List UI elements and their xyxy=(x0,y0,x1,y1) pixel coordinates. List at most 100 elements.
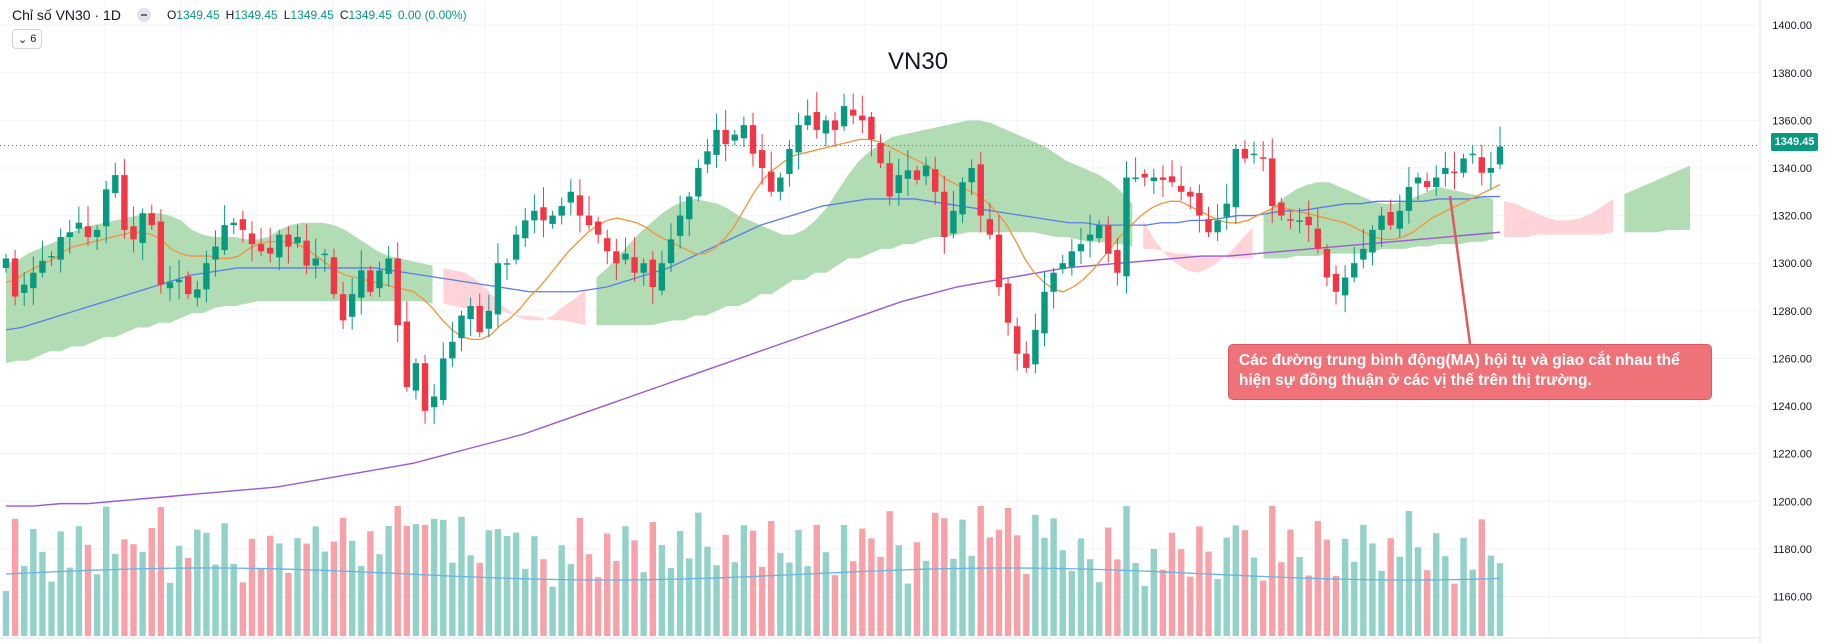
volume-bar xyxy=(93,574,101,636)
volume-bar xyxy=(704,546,711,636)
volume-bar xyxy=(695,512,702,636)
volume-bar xyxy=(731,562,738,636)
volume-bar xyxy=(1387,538,1394,636)
symbol-label[interactable]: Chỉ số VN30 · 1D xyxy=(12,7,121,23)
y-axis-tick-label: 1180.00 xyxy=(1773,544,1812,556)
candle-down xyxy=(11,258,19,297)
candle-up xyxy=(1068,251,1076,267)
candle-up xyxy=(230,222,237,226)
volume-bar xyxy=(1196,526,1203,636)
candle-up xyxy=(1123,177,1130,277)
volume-bar xyxy=(303,543,310,636)
volume-bar xyxy=(950,558,957,636)
volume-bar xyxy=(1050,518,1057,636)
y-axis-tick-label: 1280.00 xyxy=(1772,306,1812,318)
volume-bar xyxy=(1451,583,1458,636)
volume-bar xyxy=(376,554,383,636)
volume-bar xyxy=(1223,537,1230,636)
volume-bar xyxy=(749,530,757,636)
volume-bar xyxy=(485,530,493,636)
candle-down xyxy=(1177,185,1185,192)
y-axis-tick-label: 1360.00 xyxy=(1772,115,1812,127)
volume-bar xyxy=(995,529,1003,636)
volume-bar xyxy=(667,568,675,636)
volume-bar xyxy=(604,533,611,636)
candle-down xyxy=(394,258,401,326)
candle-up xyxy=(1460,158,1467,173)
ma-short-line xyxy=(5,138,1501,341)
candle-up xyxy=(2,258,10,268)
candle-up xyxy=(922,165,930,177)
volume-bar xyxy=(39,552,46,636)
volume-bar xyxy=(512,532,520,636)
volume-bar xyxy=(658,545,666,636)
volume-bar xyxy=(640,572,647,636)
candle-up xyxy=(139,213,146,243)
volume-bar xyxy=(913,542,921,636)
volume-bar xyxy=(294,538,301,636)
volume-bar xyxy=(1023,573,1030,636)
volume-bar xyxy=(567,563,575,636)
candle-up xyxy=(740,125,748,139)
candle-down xyxy=(148,213,155,226)
candle-down xyxy=(266,247,274,254)
candle-down xyxy=(1387,212,1394,226)
volume-bar xyxy=(248,538,256,636)
indicators-toggle[interactable]: ⌄ 6 xyxy=(12,29,43,49)
candle-up xyxy=(467,306,474,320)
volume-bar xyxy=(449,562,456,636)
volume-bar xyxy=(804,566,811,636)
candle-down xyxy=(248,233,256,245)
volume-bar xyxy=(1177,549,1185,636)
volume-bar xyxy=(203,532,210,636)
volume-bar xyxy=(877,557,884,636)
volume-bar xyxy=(367,531,374,636)
high-value: 1349.45 xyxy=(234,8,278,22)
volume-bar xyxy=(412,524,420,636)
volume-bar xyxy=(1150,549,1158,636)
volume-bar xyxy=(1132,563,1139,636)
volume-bar xyxy=(112,553,119,636)
volume-bar xyxy=(57,531,64,636)
volume-bar xyxy=(1469,569,1476,636)
candle-down xyxy=(339,294,347,321)
y-axis-tick-label: 1320.00 xyxy=(1772,211,1812,223)
candle-up xyxy=(276,234,283,258)
candle-up xyxy=(1032,329,1039,365)
hide-legend-icon[interactable] xyxy=(136,8,151,22)
ma-long-line xyxy=(6,231,1501,507)
volume-bar xyxy=(613,561,620,636)
candle-down xyxy=(1013,326,1021,354)
annotation-callout[interactable]: Các đường trung bình động(MA) hội tụ và … xyxy=(1228,344,1712,400)
volume-bar xyxy=(194,529,201,636)
close-value: 1349.45 xyxy=(348,8,392,22)
open-key: O xyxy=(166,8,177,22)
volume-bar xyxy=(558,545,565,636)
volume-bar xyxy=(576,518,584,636)
volume-bar xyxy=(740,525,748,636)
candle-up xyxy=(904,170,912,179)
low-key: L xyxy=(283,8,291,22)
chevron-down-icon: ⌄ xyxy=(18,33,28,46)
volume-bar xyxy=(1287,529,1294,636)
candle-up xyxy=(640,263,647,273)
candle-up xyxy=(1442,167,1449,174)
volume-bar xyxy=(1396,556,1403,636)
volume-bar xyxy=(157,507,165,636)
volume-bar xyxy=(1086,559,1094,636)
candle-up xyxy=(485,310,493,329)
volume-bar xyxy=(1214,579,1221,636)
last-price-badge: 1349.45 xyxy=(1771,133,1818,151)
volume-bar xyxy=(1168,532,1176,636)
volume-bar xyxy=(48,581,55,636)
candle-up xyxy=(786,148,793,174)
close-key: C xyxy=(339,8,349,22)
volume-bar xyxy=(339,517,347,636)
candle-down xyxy=(768,171,775,192)
volume-bar xyxy=(503,536,511,636)
volume-bar xyxy=(1442,556,1449,636)
volume-bar xyxy=(257,568,265,636)
candle-up xyxy=(558,206,565,216)
candle-down xyxy=(995,234,1003,288)
